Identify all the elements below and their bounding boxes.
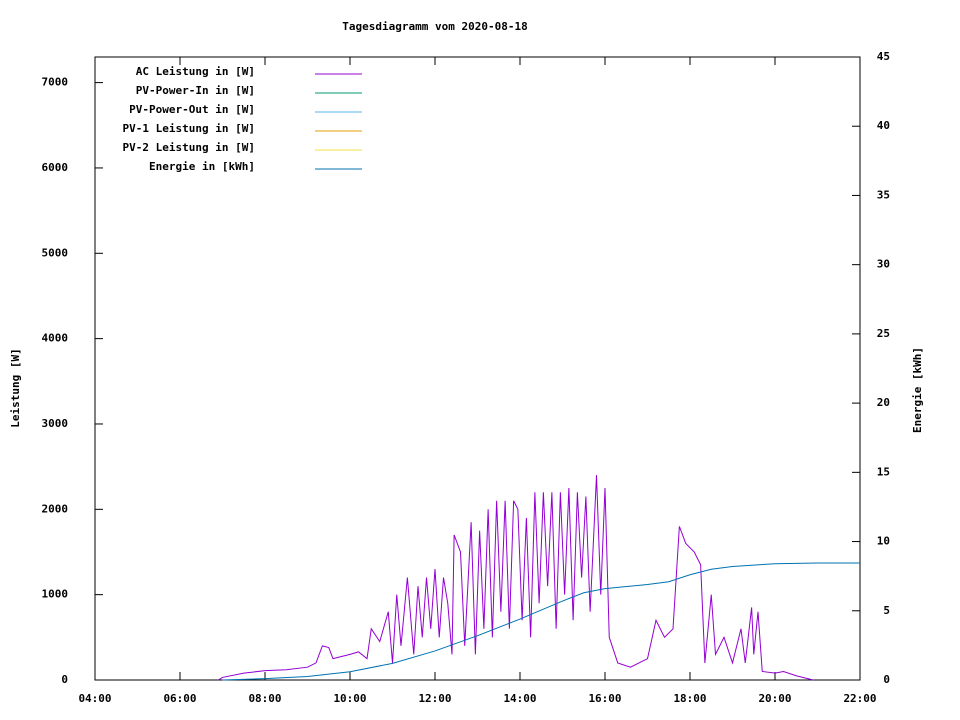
chart-title: Tagesdiagramm vom 2020-08-18 (342, 20, 527, 33)
x-tick-label: 14:00 (503, 692, 536, 705)
x-tick-label: 18:00 (673, 692, 706, 705)
y2-tick-label: 5 (883, 604, 890, 617)
legend-label: Energie in [kWh] (149, 160, 255, 173)
x-tick-label: 22:00 (843, 692, 876, 705)
y-tick-label: 6000 (42, 161, 69, 174)
y-tick-label: 2000 (42, 502, 69, 515)
legend-label: AC Leistung in [W] (136, 65, 255, 78)
y2-tick-label: 40 (877, 119, 890, 132)
y2-tick-label: 0 (883, 673, 890, 686)
y-tick-label: 7000 (42, 76, 69, 89)
y-tick-label: 0 (61, 673, 68, 686)
y-tick-label: 5000 (42, 246, 69, 259)
y2-tick-label: 25 (877, 327, 890, 340)
data-line (222, 562, 860, 681)
x-tick-label: 16:00 (588, 692, 621, 705)
x-tick-label: 10:00 (333, 692, 366, 705)
y-tick-label: 4000 (42, 332, 69, 345)
legend-label: PV-Power-Out in [W] (129, 103, 255, 116)
y-axis-label: Leistung [W] (9, 348, 22, 427)
x-tick-label: 08:00 (248, 692, 281, 705)
legend-label: PV-Power-In in [W] (136, 84, 255, 97)
y2-tick-label: 45 (877, 50, 890, 63)
plot-frame (94, 56, 861, 681)
x-tick-label: 20:00 (758, 692, 791, 705)
y2-tick-label: 30 (877, 258, 890, 271)
y2-tick-label: 35 (877, 188, 890, 201)
y2-tick-label: 20 (877, 396, 890, 409)
x-tick-label: 04:00 (78, 692, 111, 705)
y2-tick-label: 10 (877, 535, 890, 548)
x-tick-label: 06:00 (163, 692, 196, 705)
y2-tick-label: 15 (877, 465, 890, 478)
y-tick-label: 1000 (42, 588, 69, 601)
legend-label: PV-1 Leistung in [W] (123, 122, 255, 135)
y2-axis-label: Energie [kWh] (911, 347, 924, 433)
x-tick-label: 12:00 (418, 692, 451, 705)
legend-label: PV-2 Leistung in [W] (123, 141, 255, 154)
data-line (217, 475, 814, 681)
y-tick-label: 3000 (42, 417, 69, 430)
